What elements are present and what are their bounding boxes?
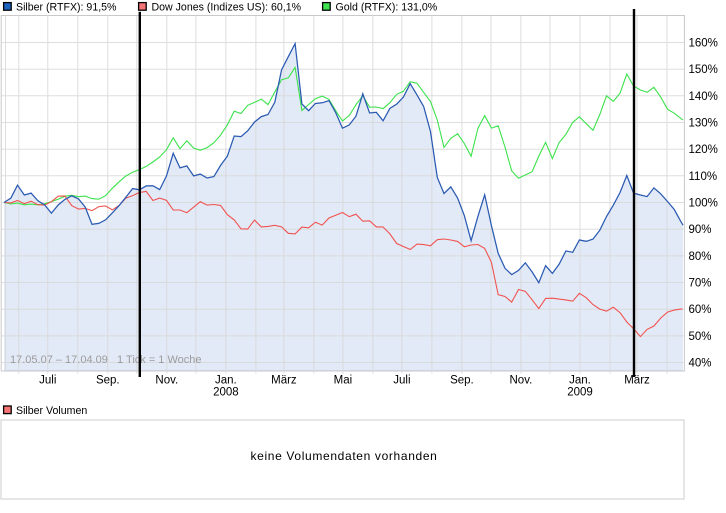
svg-text:Silber (RTFX): 91,5%: Silber (RTFX): 91,5% [16, 2, 117, 14]
svg-text:60%: 60% [689, 304, 712, 316]
svg-text:140%: 140% [689, 91, 718, 103]
svg-text:40%: 40% [689, 358, 712, 370]
svg-text:Jan.: Jan. [215, 375, 237, 387]
svg-text:März: März [624, 375, 650, 387]
svg-text:März: März [271, 375, 297, 387]
svg-text:130%: 130% [689, 118, 718, 130]
svg-text:90%: 90% [689, 224, 712, 236]
svg-text:Sep.: Sep. [96, 375, 120, 387]
svg-text:Juli: Juli [39, 375, 56, 387]
svg-text:Nov.: Nov. [155, 375, 178, 387]
svg-text:2009: 2009 [567, 387, 593, 399]
svg-text:2008: 2008 [213, 387, 239, 399]
svg-text:50%: 50% [689, 331, 712, 343]
svg-text:70%: 70% [689, 278, 712, 290]
svg-text:Silber Volumen: Silber Volumen [16, 405, 87, 417]
svg-text:17.05.07 – 17.04.09 1 Tick =: 17.05.07 – 17.04.09 1 Tick = 1 Woche [10, 354, 202, 366]
svg-text:120%: 120% [689, 144, 718, 156]
svg-text:Dow Jones (Indizes US): 60,1%: Dow Jones (Indizes US): 60,1% [152, 2, 302, 14]
svg-text:keine Volumendaten vorhanden: keine Volumendaten vorhanden [251, 449, 438, 463]
svg-text:80%: 80% [689, 251, 712, 263]
svg-text:Nov.: Nov. [510, 375, 533, 387]
svg-text:160%: 160% [689, 38, 718, 50]
svg-text:Gold (RTFX): 131,0%: Gold (RTFX): 131,0% [336, 2, 438, 14]
svg-text:Sep.: Sep. [450, 375, 474, 387]
svg-text:Jan.: Jan. [569, 375, 591, 387]
svg-text:Juli: Juli [393, 375, 410, 387]
svg-text:150%: 150% [689, 64, 718, 76]
svg-text:100%: 100% [689, 198, 718, 210]
svg-text:Mai: Mai [334, 375, 353, 387]
svg-text:110%: 110% [689, 171, 718, 183]
